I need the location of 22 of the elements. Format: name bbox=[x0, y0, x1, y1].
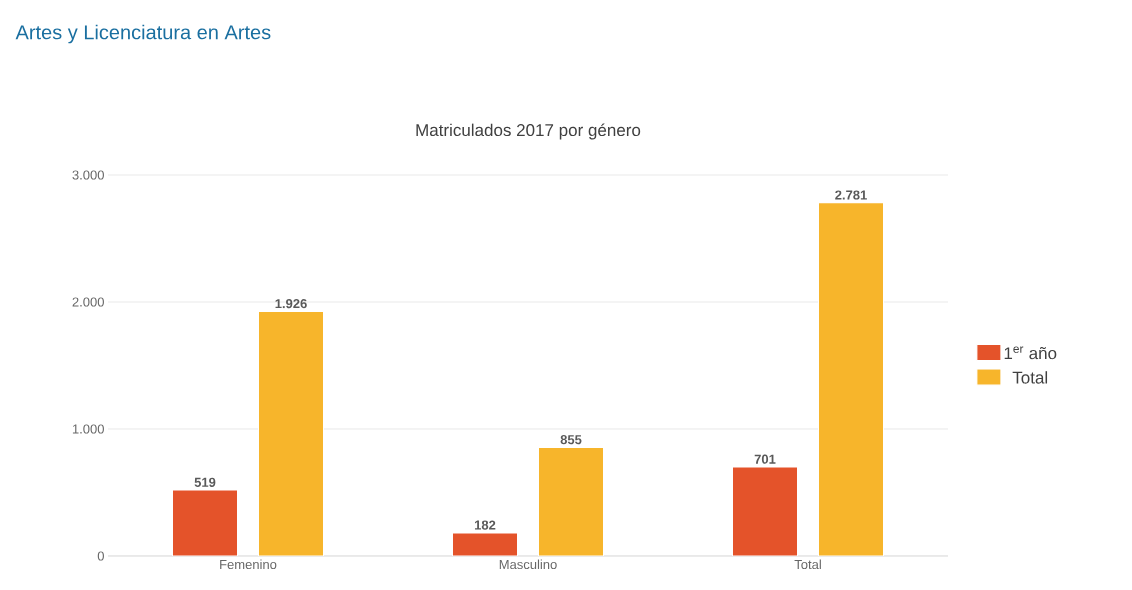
legend-label: Total bbox=[1012, 371, 1048, 384]
data-label: 855 bbox=[560, 435, 582, 445]
bar bbox=[818, 202, 885, 556]
x-tick-label: Femenino bbox=[220, 559, 277, 570]
data-label: 519 bbox=[194, 477, 216, 487]
bar bbox=[732, 466, 799, 556]
y-tick-label: 0 bbox=[97, 551, 104, 561]
data-label: 182 bbox=[474, 520, 496, 530]
y-tick-label: 1.000 bbox=[72, 424, 104, 434]
bar bbox=[172, 489, 238, 556]
x-tick-label: Masculino bbox=[499, 559, 557, 570]
legend-label: 1$^{er}$ año bbox=[1004, 346, 1057, 360]
bar bbox=[258, 310, 324, 556]
chart-title: Artes y Licenciatura en Artes bbox=[15, 24, 271, 44]
data-label: 1.926 bbox=[275, 298, 307, 309]
bar bbox=[538, 446, 604, 556]
y-tick-label: 2.000 bbox=[72, 297, 104, 307]
data-label: 701 bbox=[754, 454, 776, 464]
data-label: 2.781 bbox=[835, 190, 867, 200]
chart-subtitle: Matriculados 2017 por género bbox=[416, 123, 641, 140]
y-tick-label: 3.000 bbox=[72, 170, 104, 180]
x-tick-label: Total bbox=[794, 559, 821, 570]
